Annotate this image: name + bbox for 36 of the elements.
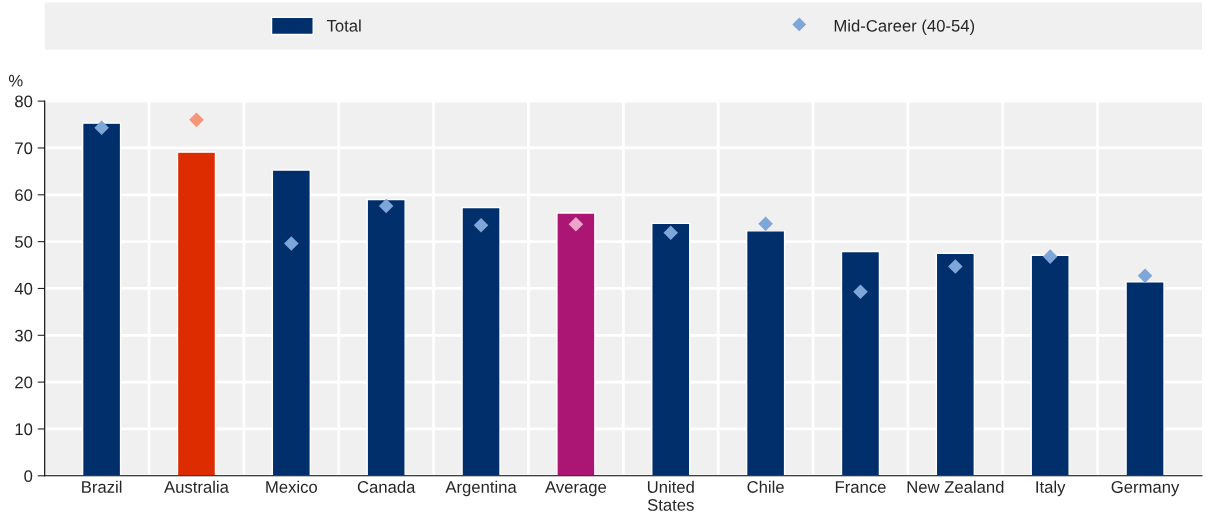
y-tick-label: 0 xyxy=(24,470,33,482)
y-tick-label: 20 xyxy=(15,376,33,389)
point xyxy=(1042,249,1058,264)
legend-label: Total xyxy=(326,19,361,32)
y-tick-label: 80 xyxy=(15,95,33,108)
point xyxy=(94,120,109,136)
point xyxy=(189,112,204,128)
point xyxy=(378,198,394,214)
point xyxy=(473,217,489,233)
y-tick-label: 40 xyxy=(14,282,33,295)
point xyxy=(568,217,584,232)
x-tick-label: Average xyxy=(545,481,607,497)
y-tick-label: 70 xyxy=(15,142,33,155)
y-tick-label: 50 xyxy=(15,236,33,248)
point xyxy=(948,259,963,274)
point xyxy=(853,284,868,300)
legend-label: Mid-Career (40-54) xyxy=(834,19,975,35)
x-tick-label: New Zealand xyxy=(907,480,1004,493)
point xyxy=(758,216,773,232)
x-tick-label: Chile xyxy=(747,480,784,493)
y-tick-label: 60 xyxy=(15,189,33,201)
y-tick-label: 10 xyxy=(15,423,33,436)
x-tick-label: Argentina xyxy=(445,480,517,497)
point xyxy=(663,225,679,241)
x-tick-label: Italy xyxy=(1036,480,1066,497)
point xyxy=(1137,268,1153,284)
point xyxy=(284,236,299,251)
x-tick-label: Mexico xyxy=(266,480,318,493)
x-tick-label: Australia xyxy=(164,480,229,493)
y-axis-title: % xyxy=(8,74,23,87)
x-tick-label: France xyxy=(835,481,886,493)
x-tick-label: Canada xyxy=(357,480,416,493)
x-tick-label: United States xyxy=(647,480,694,511)
y-tick-label: 30 xyxy=(14,329,33,342)
x-tick-label: Germany xyxy=(1111,481,1180,497)
x-tick-label: Brazil xyxy=(82,480,122,493)
